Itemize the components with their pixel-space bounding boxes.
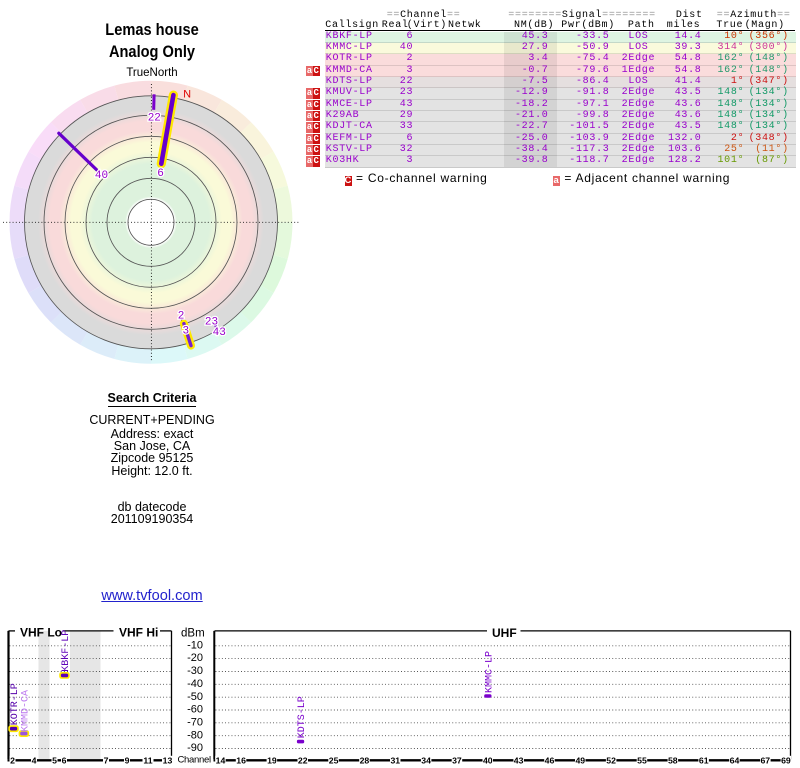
svg-text:43: 43 [514,755,524,765]
svg-text:22: 22 [148,112,161,124]
svg-text:23: 23 [205,317,218,329]
svg-text:40: 40 [95,170,108,182]
svg-text:-10: -10 [187,639,203,651]
svg-text:58: 58 [668,755,678,765]
svg-text:25: 25 [329,755,339,765]
svg-text:14: 14 [216,755,226,765]
svg-text:KMMD-CA: KMMD-CA [20,690,31,732]
svg-text:28: 28 [360,755,370,765]
svg-text:-40: -40 [187,678,203,690]
svg-text:KDTS-LP: KDTS-LP [297,696,308,738]
svg-text:22: 22 [298,755,308,765]
svg-text:16: 16 [236,755,246,765]
svg-text:52: 52 [606,755,616,765]
svg-text:VHF Lo: VHF Lo [20,626,62,640]
svg-text:7: 7 [104,755,109,765]
svg-text:49: 49 [575,755,585,765]
svg-text:-80: -80 [187,729,203,741]
svg-text:Channel: Channel [178,755,211,766]
svg-text:40: 40 [483,755,493,765]
svg-text:N: N [183,88,191,100]
svg-text:-30: -30 [187,665,203,677]
svg-text:43: 43 [213,327,226,339]
svg-text:KMMC-LP: KMMC-LP [484,651,495,693]
svg-text:6: 6 [62,755,67,765]
svg-text:2: 2 [10,755,15,765]
svg-text:KBKF-LP: KBKF-LP [61,630,72,672]
svg-text:67: 67 [760,755,770,765]
svg-text:-50: -50 [187,691,203,703]
svg-text:31: 31 [390,755,400,765]
svg-text:19: 19 [267,755,277,765]
svg-text:-70: -70 [187,716,203,728]
svg-text:11: 11 [143,755,152,765]
svg-text:-60: -60 [187,704,203,716]
svg-text:5: 5 [52,755,57,765]
svg-text:-90: -90 [187,742,203,754]
svg-text:34: 34 [421,755,431,765]
svg-text:4: 4 [32,755,37,765]
svg-text:2: 2 [178,311,185,323]
svg-text:13: 13 [163,755,173,765]
svg-text:6: 6 [157,168,164,180]
svg-text:3: 3 [182,326,189,338]
svg-text:KOTR-LP: KOTR-LP [10,683,21,725]
svg-text:VHF Hi: VHF Hi [119,626,158,640]
svg-text:9: 9 [125,755,130,765]
svg-text:37: 37 [452,755,462,765]
svg-text:dBm: dBm [181,628,205,640]
svg-text:55: 55 [637,755,647,765]
svg-text:69: 69 [781,755,791,765]
svg-text:64: 64 [730,755,740,765]
svg-text:UHF: UHF [492,626,517,640]
svg-text:61: 61 [699,755,709,765]
svg-text:-20: -20 [187,652,203,664]
svg-text:46: 46 [545,755,555,765]
